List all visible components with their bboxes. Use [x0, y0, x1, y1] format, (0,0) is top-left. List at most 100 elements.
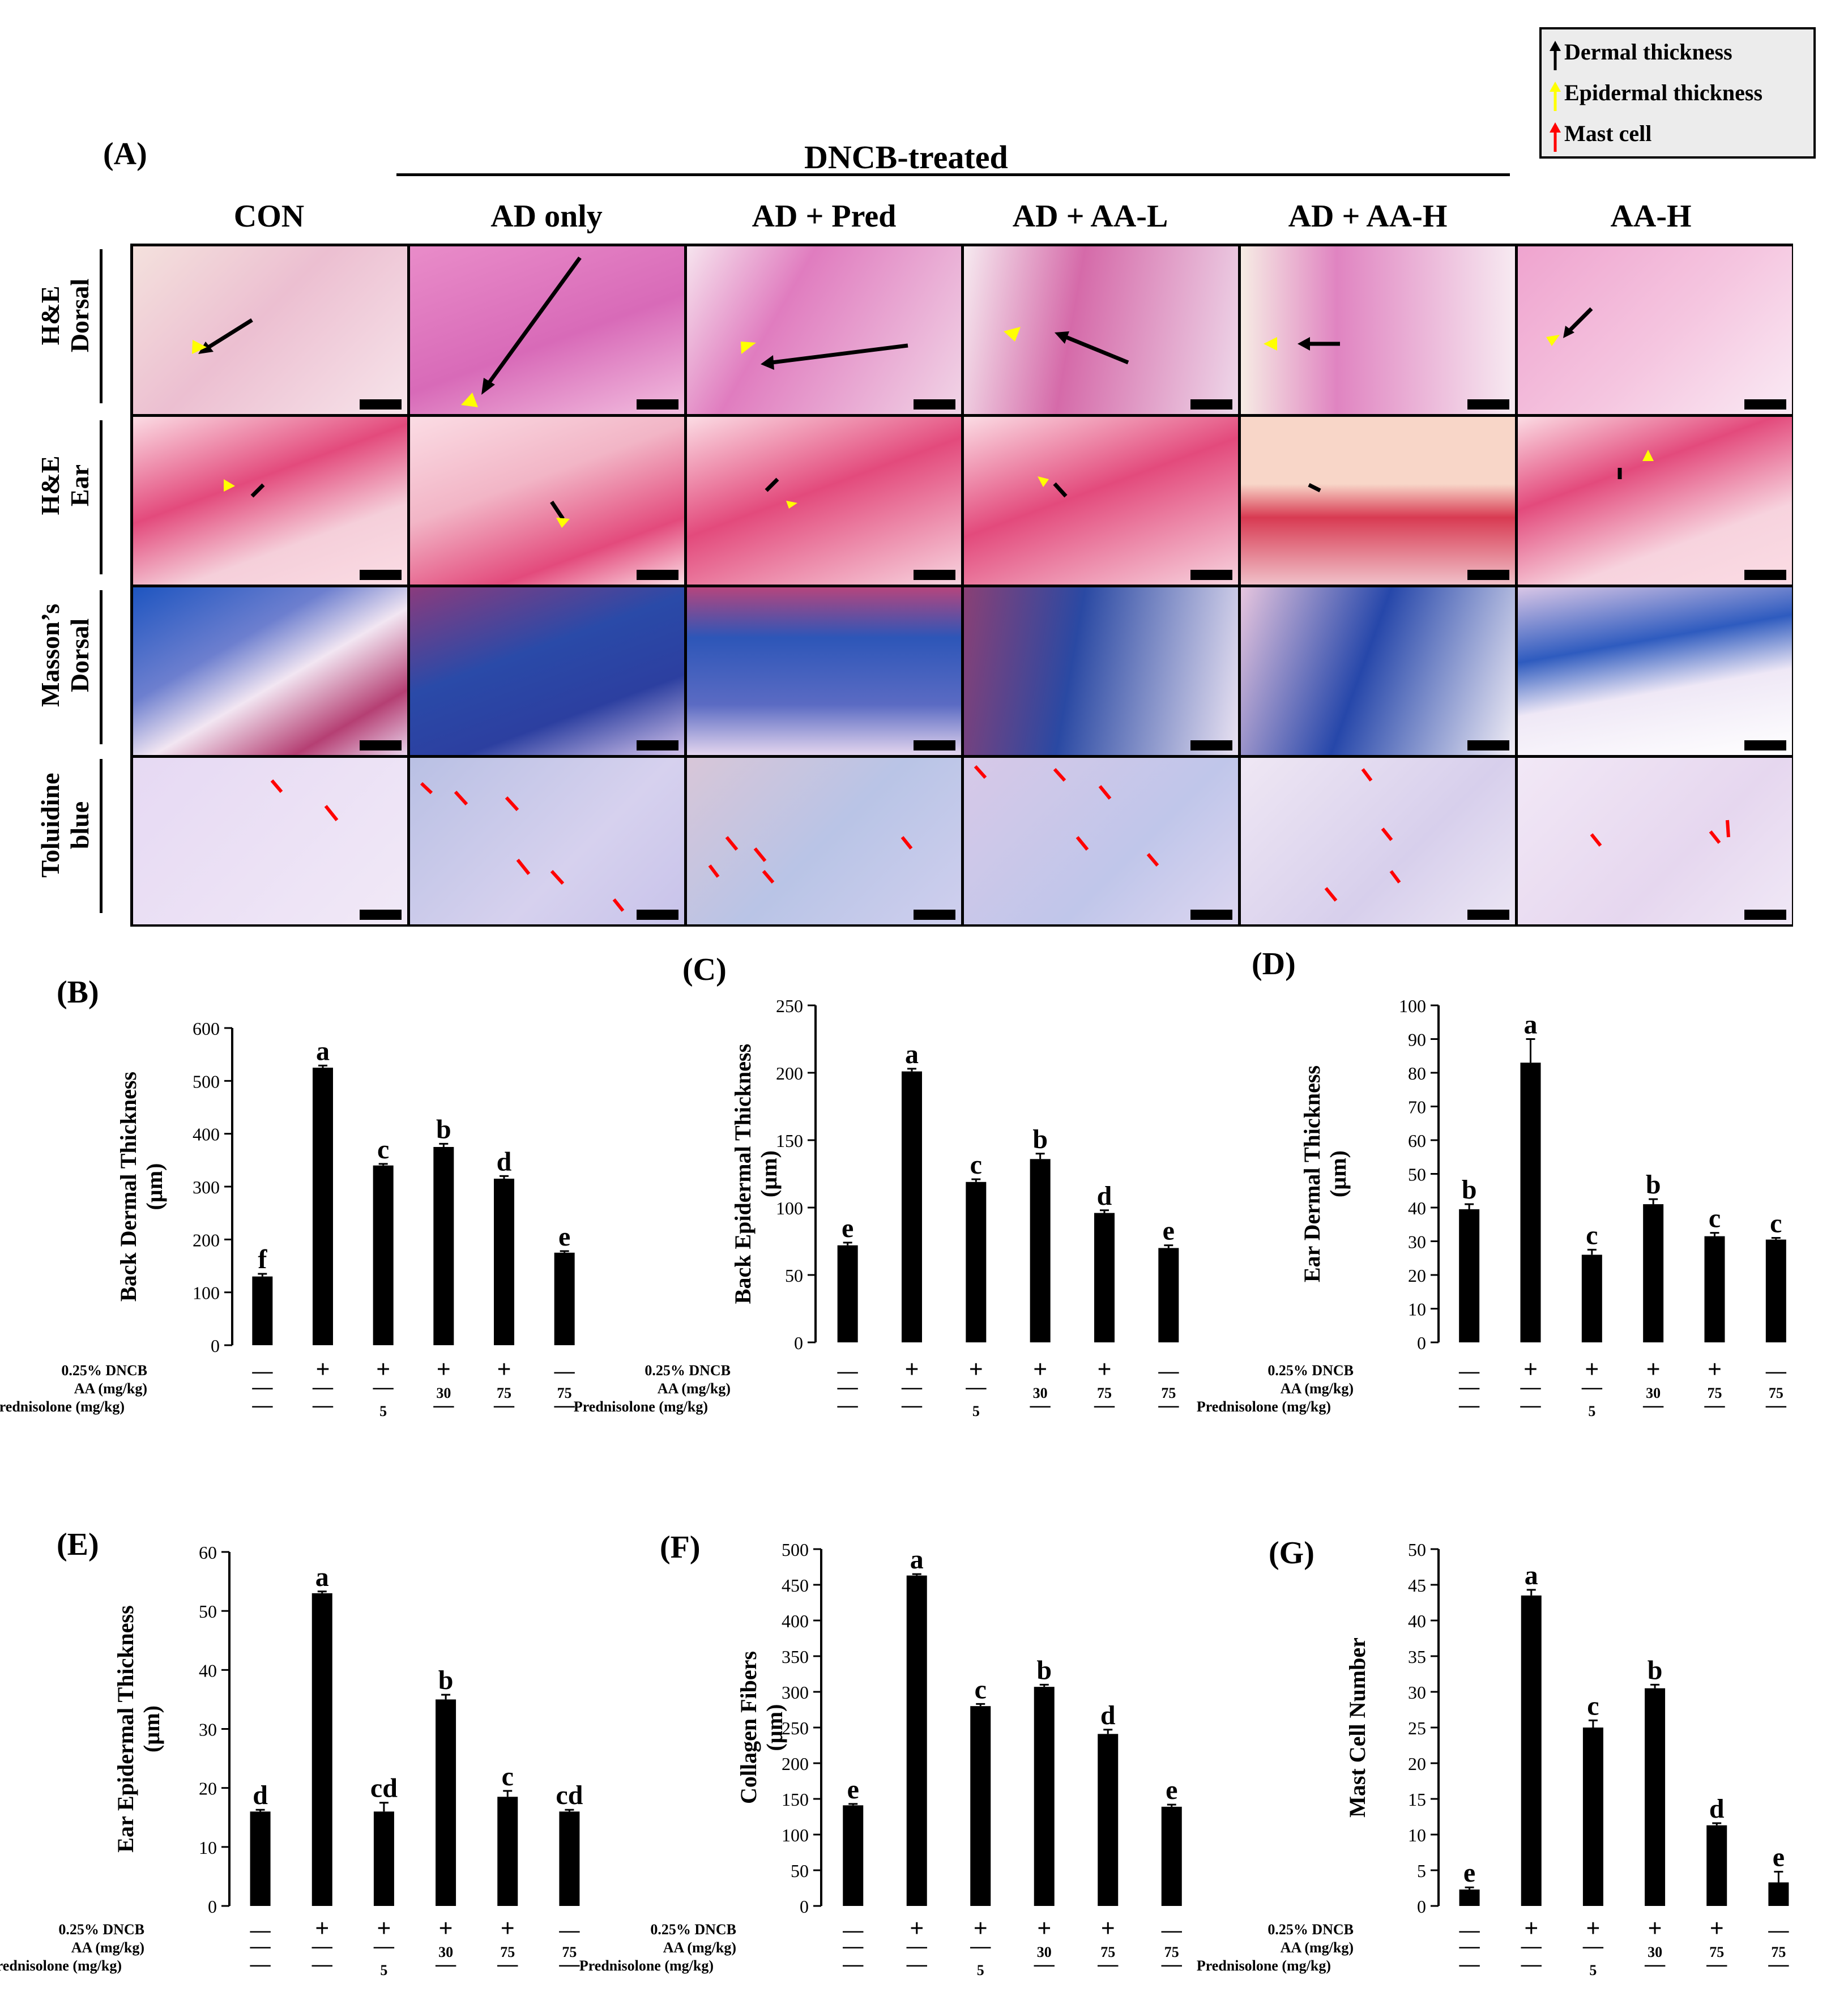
chart-b-y-tick-label: 600 [193, 1018, 220, 1039]
chart-d-y-tick-label: 70 [1408, 1097, 1426, 1118]
chart-b-condition-value: + [437, 1355, 451, 1383]
chart-d-y-tick-label: 0 [1417, 1333, 1426, 1353]
chart-c-bar [1030, 1159, 1051, 1342]
chart-b-condition-label: 0.25% DNCB [61, 1362, 147, 1379]
chart-c-panel-letter: (C) [682, 952, 727, 987]
chart-d-condition-value: — [1458, 1393, 1480, 1416]
chart-c-condition-value: — [837, 1359, 859, 1382]
chart-f-condition-value: — [970, 1934, 991, 1957]
chart-f-bar [1034, 1687, 1055, 1906]
chart-c-bar [966, 1182, 987, 1342]
chart-c-condition-value: — [1158, 1359, 1179, 1382]
chart-f-condition-value: + [910, 1914, 924, 1942]
chart-b-condition-value: — [312, 1393, 334, 1416]
chart-f-condition-value: + [1101, 1914, 1115, 1942]
histology-image-toluidine-ad-only [410, 758, 684, 924]
chart-e-condition-value: + [501, 1914, 515, 1942]
chart-b-y-tick-label: 0 [211, 1336, 220, 1356]
chart-b-condition-label: Prednisolone (mg/kg) [0, 1398, 125, 1415]
chart-c-bar [1158, 1248, 1179, 1342]
chart-e-y-tick-label: 50 [199, 1601, 217, 1622]
chart-c-condition-label: 0.25% DNCB [645, 1362, 731, 1379]
chart-b-significance-letter: f [258, 1244, 267, 1274]
chart-d-significance-letter: a [1524, 1010, 1538, 1040]
row-bar [100, 249, 103, 403]
chart-g-y-tick-label: 50 [1408, 1539, 1426, 1560]
legend-label-mast: Mast cell [1564, 121, 1652, 146]
chart-b-significance-letter: d [497, 1146, 512, 1176]
chart-e-condition-value: + [377, 1914, 391, 1942]
chart-d-condition-value: — [1765, 1359, 1787, 1382]
chart-e-condition-value: 5 [380, 1962, 387, 1978]
chart-b-y-tick-label: 100 [193, 1283, 220, 1303]
chart-b-condition-value: 75 [497, 1385, 511, 1401]
chart-b-significance-letter: c [377, 1135, 389, 1165]
chart-f-condition-value: — [842, 1952, 864, 1975]
chart-d-bar [1643, 1204, 1664, 1342]
chart-f-condition-value: — [1097, 1952, 1119, 1975]
chart-d-condition-value: + [1708, 1355, 1722, 1383]
histology-image-he-dorsal-ad-aa-l [964, 246, 1238, 414]
chart-f-y-tick-label: 350 [782, 1647, 809, 1667]
chart-e-bar [559, 1811, 580, 1906]
chart-b-bar [252, 1276, 273, 1345]
chart-f-condition-label: AA (mg/kg) [663, 1939, 736, 1956]
chart-g-condition-value: — [1521, 1934, 1542, 1957]
chart-e-y-label: Ear Epidermal Thickness [113, 1605, 138, 1852]
chart-g-condition-value: — [1768, 1918, 1789, 1941]
chart-c-condition-value: — [1094, 1393, 1115, 1416]
chart-d-condition-value: 5 [1588, 1403, 1595, 1419]
chart-d-y-tick-label: 10 [1408, 1299, 1426, 1320]
chart-d-bar [1520, 1063, 1541, 1342]
chart-b-y-unit: (µm) [142, 1163, 167, 1210]
chart-g-bar [1521, 1595, 1542, 1906]
chart-e-condition-label: AA (mg/kg) [71, 1939, 144, 1956]
histology-image-he-dorsal-aa-h [1518, 246, 1792, 414]
chart-c-condition-value: + [969, 1355, 983, 1383]
chart-e-significance-letter: a [315, 1562, 329, 1592]
column-header-ad-pred: AD + Pred [752, 199, 897, 234]
chart-g-condition-value: — [1768, 1952, 1789, 1975]
red-arrow-icon [1550, 122, 1561, 152]
chart-c-condition-value: — [901, 1375, 923, 1398]
chart-g-condition-value: — [1644, 1952, 1666, 1975]
chart-d-condition-label: Prednisolone (mg/kg) [1197, 1398, 1331, 1415]
chart-e-condition-value: 75 [500, 1944, 515, 1960]
chart-e-bar [311, 1593, 332, 1906]
chart-g-y-tick-label: 0 [1417, 1896, 1426, 1917]
chart-d-condition-value: 75 [1769, 1385, 1783, 1401]
chart-b-bar [373, 1165, 394, 1345]
row-bar [100, 590, 103, 744]
chart-c-condition-value: — [965, 1375, 987, 1398]
chart-e-condition-value: + [439, 1914, 453, 1942]
chart-d-condition-value: + [1523, 1355, 1538, 1383]
chart-b-significance-letter: a [316, 1036, 330, 1066]
chart-g-condition-value: + [1710, 1914, 1724, 1942]
chart-b-y-tick-label: 200 [193, 1230, 220, 1250]
chart-b-condition-value: — [251, 1393, 273, 1416]
chart-b-condition-value: — [312, 1375, 334, 1398]
histology-image-toluidine-ad-pred [687, 758, 961, 924]
chart-c-condition-value: + [904, 1355, 919, 1383]
chart-b-condition-value: — [493, 1393, 515, 1416]
chart-d-significance-letter: c [1770, 1209, 1782, 1239]
chart-c-significance-letter: e [842, 1213, 853, 1243]
chart-e-condition-label: Prednisolone (mg/kg) [0, 1957, 122, 1974]
chart-f-condition-value: — [842, 1918, 864, 1941]
chart-d-y-tick-label: 90 [1408, 1030, 1426, 1050]
chart-g-significance-letter: e [1773, 1843, 1785, 1873]
chart-g-bar [1582, 1728, 1603, 1906]
chart-g-significance-letter: e [1463, 1858, 1475, 1888]
chart-e-condition-value: — [250, 1934, 271, 1957]
chart-c-y-tick-label: 50 [785, 1265, 803, 1286]
chart-e-y-tick-label: 20 [199, 1779, 217, 1799]
chart-d-y-tick-label: 100 [1399, 996, 1426, 1016]
chart-g-condition-value: — [1459, 1918, 1480, 1941]
chart-d-condition-value: — [1704, 1393, 1726, 1416]
chart-d-condition-label: 0.25% DNCB [1267, 1362, 1354, 1379]
chart-c-condition-value: — [1158, 1393, 1179, 1416]
chart-g-panel-letter: (G) [1269, 1536, 1314, 1571]
chart-c-significance-letter: d [1097, 1181, 1112, 1211]
chart-f-significance-letter: d [1100, 1700, 1116, 1730]
chart-f-significance-letter: e [847, 1775, 859, 1805]
